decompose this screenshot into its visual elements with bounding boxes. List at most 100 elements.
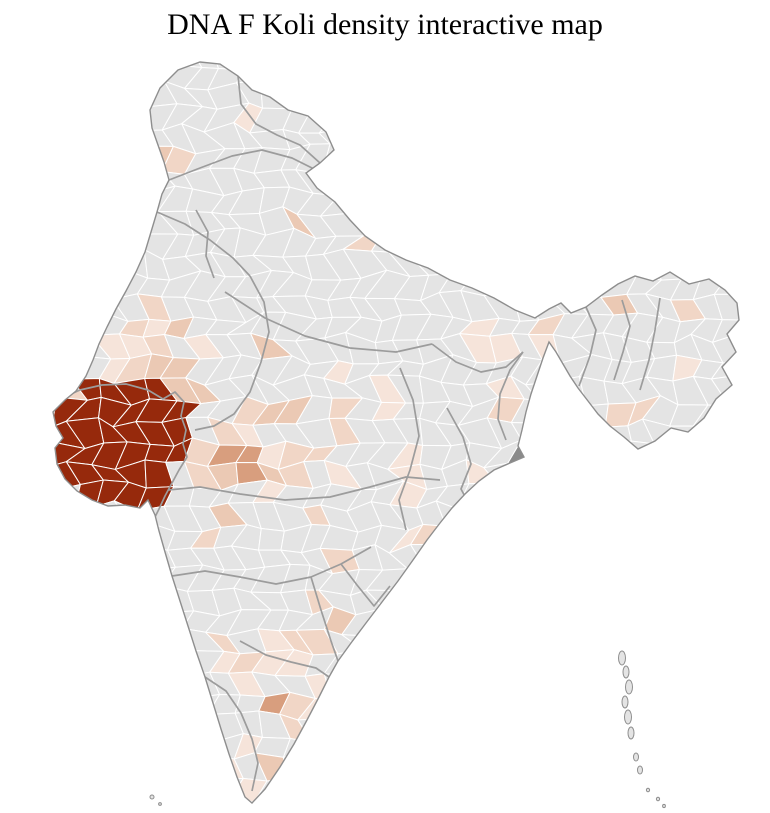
district-cell[interactable]	[577, 796, 615, 813]
district-cell[interactable]	[461, 194, 495, 215]
district-cell[interactable]	[743, 375, 770, 403]
district-cell[interactable]	[486, 527, 521, 547]
district-cell[interactable]	[138, 758, 175, 783]
district-cell[interactable]	[297, 717, 339, 743]
district-cell[interactable]	[411, 41, 454, 66]
district-cell[interactable]	[418, 794, 447, 813]
district-cell[interactable]	[669, 697, 708, 721]
district-cell[interactable]	[525, 65, 564, 88]
district-cell[interactable]	[579, 731, 616, 757]
district-cell[interactable]	[601, 82, 635, 112]
district-cell[interactable]	[558, 230, 586, 258]
district-cell[interactable]	[119, 605, 155, 638]
district-cell[interactable]	[626, 587, 655, 613]
district-cell[interactable]	[26, 291, 65, 321]
district-cell[interactable]	[121, 733, 155, 760]
district-cell[interactable]	[434, 605, 471, 635]
district-cell[interactable]	[440, 147, 471, 175]
district-cell[interactable]	[88, 755, 131, 780]
district-cell[interactable]	[717, 417, 751, 446]
district-cell[interactable]	[551, 566, 586, 590]
district-cell[interactable]	[418, 774, 453, 799]
district-cell[interactable]	[138, 733, 179, 761]
district-cell[interactable]	[20, 423, 57, 444]
district-cell[interactable]	[368, 654, 405, 674]
district-cell[interactable]	[487, 755, 525, 780]
district-cell[interactable]	[367, 39, 402, 70]
district-cell[interactable]	[717, 399, 748, 426]
district-cell[interactable]	[51, 752, 88, 785]
district-cell[interactable]	[604, 797, 640, 813]
district-cell[interactable]	[26, 276, 66, 293]
district-cell[interactable]	[672, 125, 707, 150]
district-cell[interactable]	[50, 777, 88, 801]
district-cell[interactable]	[734, 797, 770, 813]
district-cell[interactable]	[113, 542, 157, 570]
district-cell[interactable]	[278, 778, 317, 801]
district-cell[interactable]	[413, 731, 454, 759]
district-cell[interactable]	[509, 65, 539, 88]
district-cell[interactable]	[395, 755, 427, 785]
district-cell[interactable]	[282, 752, 317, 783]
district-cell[interactable]	[119, 208, 150, 238]
district-cell[interactable]	[26, 752, 57, 784]
district-cell[interactable]	[715, 753, 748, 783]
district-cell[interactable]	[620, 164, 662, 196]
district-cell[interactable]	[712, 123, 751, 151]
district-cell[interactable]	[65, 563, 108, 591]
district-cell[interactable]	[73, 269, 110, 296]
district-cell[interactable]	[461, 755, 502, 781]
district-cell[interactable]	[714, 185, 749, 217]
district-cell[interactable]	[26, 739, 58, 760]
district-cell[interactable]	[417, 591, 450, 611]
district-cell[interactable]	[623, 527, 662, 546]
district-cell[interactable]	[44, 45, 83, 67]
district-cell[interactable]	[507, 189, 546, 215]
district-cell[interactable]	[511, 483, 547, 510]
district-cell[interactable]	[347, 66, 380, 91]
district-cell[interactable]	[69, 106, 103, 133]
district-cell[interactable]	[438, 588, 471, 613]
district-cell[interactable]	[27, 228, 60, 254]
district-cell[interactable]	[486, 543, 522, 574]
district-cell[interactable]	[259, 60, 289, 90]
district-cell[interactable]	[509, 41, 539, 70]
district-cell[interactable]	[529, 605, 571, 633]
district-cell[interactable]	[575, 668, 615, 701]
district-cell[interactable]	[20, 103, 62, 133]
district-cell[interactable]	[186, 754, 217, 779]
district-cell[interactable]	[531, 206, 572, 232]
district-cell[interactable]	[648, 648, 679, 674]
district-cell[interactable]	[742, 677, 770, 693]
district-cell[interactable]	[438, 567, 475, 593]
district-cell[interactable]	[48, 355, 80, 386]
district-cell[interactable]	[397, 605, 427, 629]
district-cell[interactable]	[466, 543, 499, 573]
district-cell[interactable]	[113, 169, 149, 195]
district-cell[interactable]	[253, 799, 285, 813]
district-cell[interactable]	[92, 522, 133, 551]
district-cell[interactable]	[737, 278, 770, 295]
district-cell[interactable]	[686, 695, 732, 717]
district-cell[interactable]	[138, 675, 179, 697]
district-cell[interactable]	[599, 191, 635, 213]
district-cell[interactable]	[139, 719, 179, 739]
district-cell[interactable]	[604, 773, 633, 802]
district-cell[interactable]	[20, 459, 58, 491]
district-cell[interactable]	[600, 570, 640, 595]
district-cell[interactable]	[162, 627, 194, 652]
district-cell[interactable]	[439, 525, 478, 548]
district-cell[interactable]	[548, 796, 585, 813]
district-cell[interactable]	[462, 567, 499, 593]
district-cell[interactable]	[599, 147, 634, 167]
district-cell[interactable]	[164, 737, 195, 762]
district-cell[interactable]	[72, 164, 110, 190]
district-cell[interactable]	[371, 734, 410, 761]
district-cell[interactable]	[600, 590, 638, 616]
district-cell[interactable]	[396, 64, 429, 89]
district-cell[interactable]	[598, 125, 634, 149]
district-cell[interactable]	[434, 626, 473, 656]
district-cell[interactable]	[579, 752, 615, 777]
district-cell[interactable]	[482, 235, 516, 259]
